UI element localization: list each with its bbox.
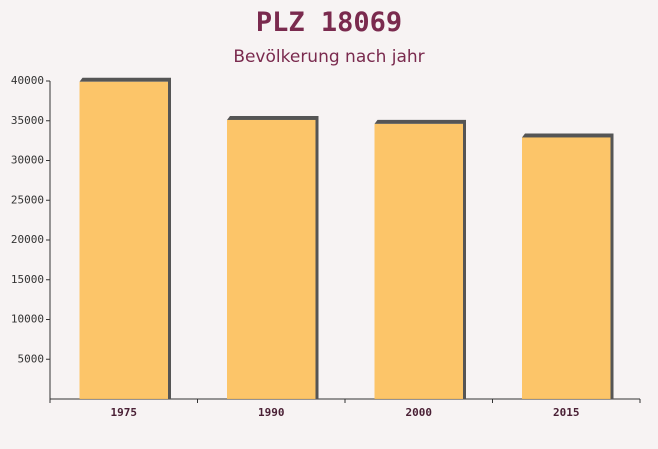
x-tick-label: 1990 [258,406,285,419]
bar [522,137,611,399]
y-tick-label: 5000 [18,352,45,365]
x-tick-label: 2000 [406,406,433,419]
y-tick-label: 20000 [11,233,44,246]
x-tick-label: 1975 [111,406,138,419]
y-tick-label: 40000 [11,74,44,87]
y-tick-label: 30000 [11,154,44,167]
bar [79,81,168,400]
y-tick-label: 35000 [11,114,44,127]
bar [227,119,316,399]
x-tick-label: 2015 [553,406,580,419]
chart-title: PLZ 18069 [256,7,402,38]
chart-subtitle: Bevölkerung nach jahr [233,47,424,67]
y-tick-label: 10000 [11,313,44,326]
y-tick-label: 15000 [11,273,44,286]
y-tick-label: 25000 [11,193,44,206]
bar [374,123,463,400]
